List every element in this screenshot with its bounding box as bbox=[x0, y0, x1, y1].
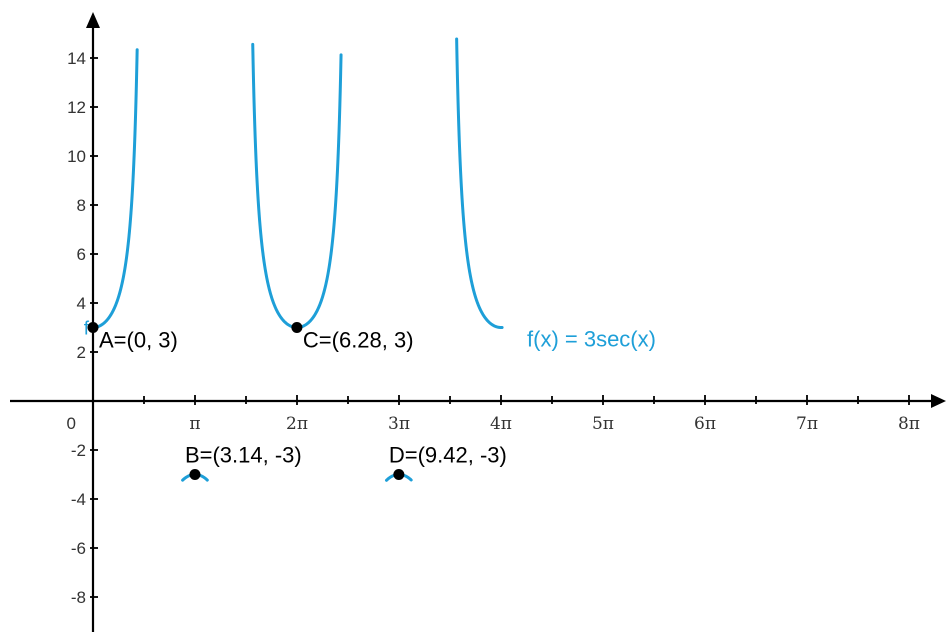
y-tick-label: 10 bbox=[67, 147, 86, 166]
tick-group: π 2π 3π 4π 5π 6π 7π 8π 14 12 10 8 6 4 2 -2 -4 -6 -8 bbox=[67, 49, 920, 607]
point-b-label: B=(3.14, -3) bbox=[185, 443, 302, 468]
y-tick-label: 6 bbox=[77, 245, 86, 264]
y-tick-label: -6 bbox=[71, 539, 86, 558]
axes bbox=[10, 12, 946, 632]
point-a-marker bbox=[87, 322, 99, 333]
x-tick-label: π bbox=[189, 414, 200, 434]
x-tick-label: 6π bbox=[694, 414, 716, 434]
x-tick-label: 7π bbox=[796, 414, 818, 434]
x-tick-label: 4π bbox=[490, 414, 512, 434]
origin-label: 0 bbox=[67, 414, 76, 433]
function-curve-branch bbox=[91, 48, 139, 329]
y-tick-label: -8 bbox=[71, 588, 86, 607]
point-c-label: C=(6.28, 3) bbox=[303, 328, 414, 353]
point-d-marker bbox=[393, 469, 405, 480]
function-curve-branch bbox=[251, 42, 343, 329]
curve-group bbox=[91, 37, 504, 482]
x-axis-arrow bbox=[931, 394, 946, 408]
point-b-marker bbox=[189, 469, 201, 480]
y-axis-arrow bbox=[86, 12, 100, 28]
x-tick-label: 3π bbox=[388, 414, 410, 434]
y-tick-label: 4 bbox=[77, 294, 86, 313]
point-group: A=(0, 3) B=(3.14, -3) C=(6.28, 3) D=(9.42, … bbox=[87, 322, 507, 480]
y-tick-label: -2 bbox=[71, 441, 86, 460]
point-d-label: D=(9.42, -3) bbox=[389, 443, 507, 468]
y-tick-label: 8 bbox=[77, 196, 86, 215]
point-a-label: A=(0, 3) bbox=[99, 328, 178, 353]
y-tick-label: 12 bbox=[67, 98, 86, 117]
x-tick-label: 2π bbox=[286, 414, 308, 434]
y-tick-label: 14 bbox=[67, 49, 86, 68]
function-expression-label: f(x) = 3sec(x) bbox=[527, 327, 656, 352]
y-tick-label: -4 bbox=[71, 490, 86, 509]
function-curve-branch bbox=[455, 37, 504, 329]
x-tick-label: 5π bbox=[592, 414, 614, 434]
x-tick-label: 8π bbox=[898, 414, 920, 434]
y-tick-label: 2 bbox=[77, 343, 86, 362]
series-name-label: f bbox=[84, 319, 90, 340]
point-c-marker bbox=[291, 322, 303, 333]
